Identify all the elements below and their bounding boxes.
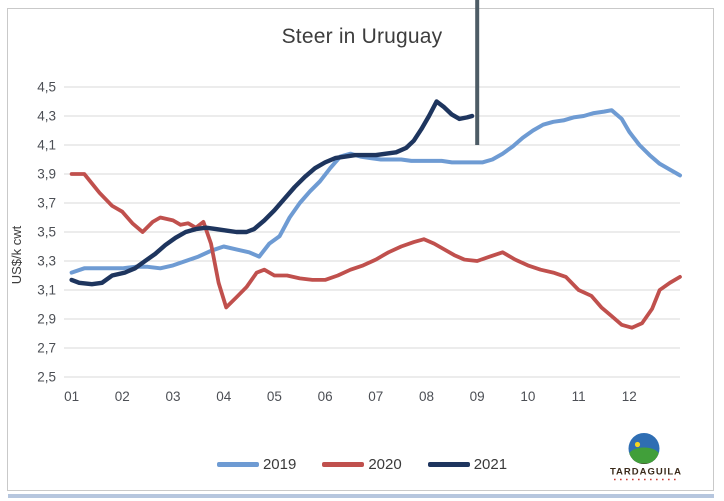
- y-tick-label: 4,1: [37, 138, 56, 153]
- x-tick-label: 09: [470, 389, 485, 404]
- legend-item-2021: 2021: [427, 456, 508, 473]
- logo-text: TARDAGUILA: [610, 467, 682, 478]
- y-tick-label: 3,5: [37, 225, 56, 240]
- y-tick-label: 4,3: [37, 109, 56, 124]
- legend-label-2021: 2021: [473, 456, 508, 473]
- legend-swatch-2021: [427, 462, 470, 467]
- series-line-2021: [69, 99, 475, 287]
- legend-swatch-2019: [216, 462, 259, 467]
- chart-frame: [7, 8, 714, 491]
- chart-title: Steer in Uruguay: [281, 25, 443, 48]
- series-line-2020: [69, 172, 682, 330]
- x-tick-label: 06: [318, 389, 333, 404]
- legend: 2019 2020 2021: [0, 456, 724, 473]
- y-tick-label: 2,9: [37, 312, 56, 327]
- x-tick-label: 10: [520, 389, 535, 404]
- y-tick-label: 2,7: [37, 341, 56, 356]
- y-tick-label: 2,5: [37, 370, 56, 385]
- x-tick-label: 04: [216, 389, 232, 404]
- x-tick-label: 08: [419, 389, 434, 404]
- y-tick-label: 3,9: [37, 167, 56, 182]
- x-tick-label: 07: [368, 389, 383, 404]
- y-tick-label: 4,5: [37, 80, 56, 95]
- x-tick-label: 02: [115, 389, 130, 404]
- legend-item-2019: 2019: [216, 456, 297, 473]
- legend-swatch-2020: [322, 462, 365, 467]
- series-line-2019: [69, 108, 682, 275]
- bottom-border-strip: [8, 494, 714, 498]
- x-tick-label: 03: [165, 389, 180, 404]
- tardaguila-logo: TARDAGUILA: [610, 433, 682, 481]
- x-tick-label: 11: [572, 389, 586, 404]
- x-tick-label: 12: [622, 389, 637, 404]
- legend-label-2019: 2019: [262, 456, 297, 473]
- y-tick-label: 3,3: [37, 254, 56, 269]
- legend-label-2020: 2020: [368, 456, 402, 473]
- y-tick-label: 3,1: [37, 283, 56, 298]
- y-tick-label: 3,7: [37, 196, 56, 211]
- x-tick-label: 05: [267, 389, 282, 404]
- legend-item-2020: 2020: [322, 456, 402, 473]
- globe-hill-logo-icon: [628, 433, 660, 464]
- x-tick-label: 01: [64, 389, 79, 404]
